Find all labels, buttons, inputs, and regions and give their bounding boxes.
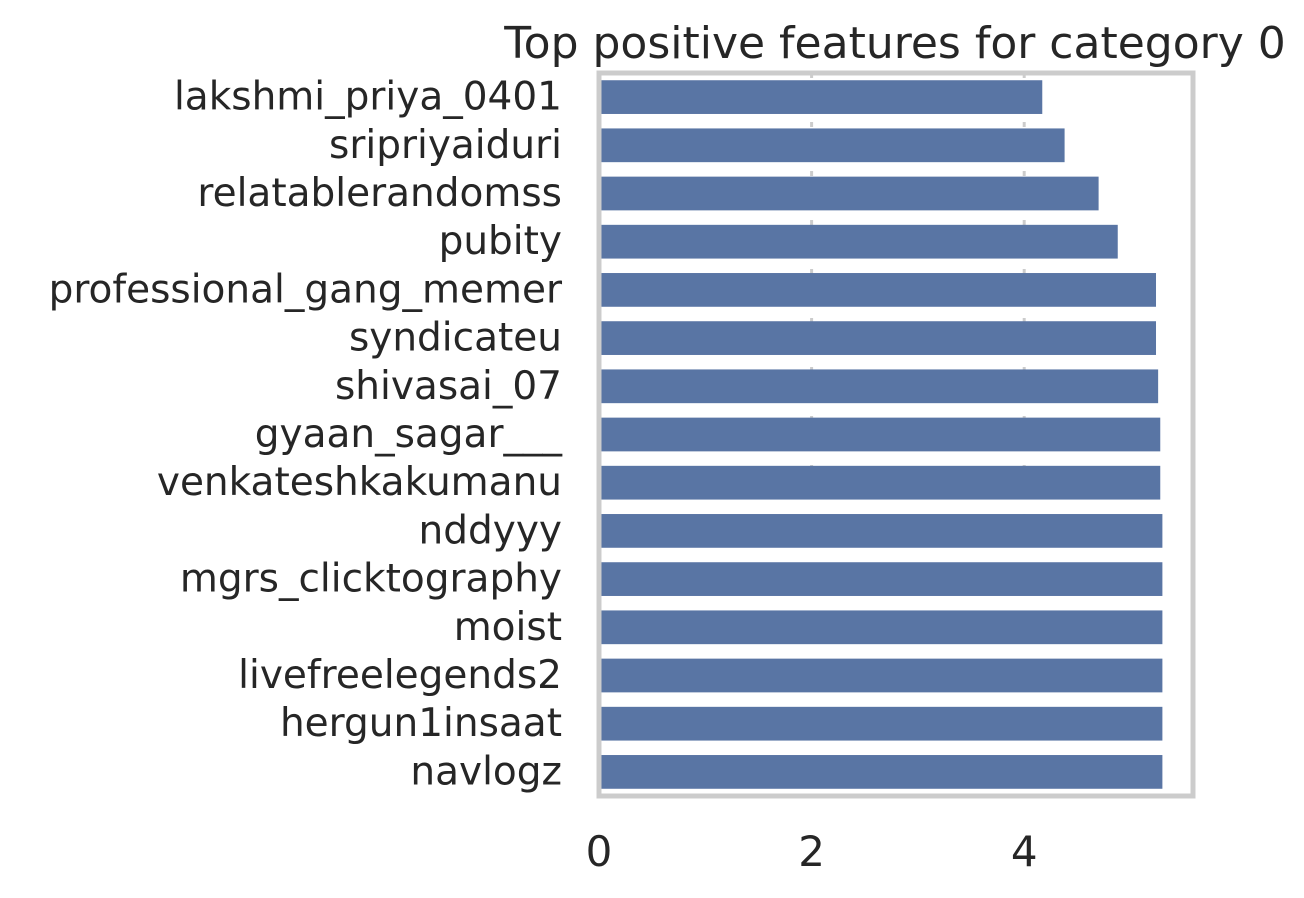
bar-10 bbox=[599, 562, 1163, 596]
y-tick-label-6: shivasai_07 bbox=[335, 364, 562, 409]
y-tick-labels: lakshmi_priya_0401sripriyaidurirelatable… bbox=[49, 75, 563, 795]
x-tick-label-0: 0 bbox=[586, 827, 613, 876]
bar-8 bbox=[599, 465, 1161, 500]
bar-6 bbox=[599, 369, 1159, 404]
y-tick-label-13: hergun1insaat bbox=[280, 701, 562, 746]
y-tick-label-5: syndicateu bbox=[349, 316, 562, 361]
y-tick-label-0: lakshmi_priya_0401 bbox=[174, 75, 562, 120]
y-tick-label-9: nddyyy bbox=[419, 508, 562, 553]
x-tick-label-1: 2 bbox=[798, 827, 825, 876]
y-tick-label-11: moist bbox=[454, 605, 562, 650]
bar-7 bbox=[599, 417, 1161, 452]
y-tick-label-8: venkateshkakumanu bbox=[157, 460, 562, 505]
bars bbox=[599, 80, 1163, 789]
bar-13 bbox=[599, 706, 1163, 741]
y-tick-label-2: relatablerandomss bbox=[197, 171, 562, 216]
bar-2 bbox=[599, 176, 1099, 211]
y-tick-label-3: pubity bbox=[439, 219, 562, 264]
bar-9 bbox=[599, 514, 1163, 548]
bar-4 bbox=[599, 273, 1157, 307]
y-tick-label-7: gyaan_sagar___ bbox=[255, 412, 563, 457]
bar-14 bbox=[599, 755, 1163, 789]
y-tick-label-10: mgrs_clicktography bbox=[180, 557, 562, 602]
bar-0 bbox=[599, 80, 1043, 114]
y-tick-label-4: professional_gang_memer bbox=[49, 267, 563, 312]
plot-frame bbox=[596, 70, 1196, 799]
bar-5 bbox=[599, 321, 1157, 355]
chart-title: Top positive features for category 0 bbox=[503, 18, 1286, 69]
bar-1 bbox=[599, 128, 1065, 163]
bar-11 bbox=[599, 610, 1163, 645]
y-tick-label-14: navlogz bbox=[410, 749, 562, 794]
x-tick-label-2: 4 bbox=[1011, 827, 1038, 876]
y-tick-label-1: sripriyaiduri bbox=[329, 123, 562, 168]
bar-3 bbox=[599, 224, 1118, 259]
y-tick-label-12: livefreelegends2 bbox=[238, 653, 562, 698]
bar-12 bbox=[599, 658, 1163, 693]
x-tick-labels: 0 2 4 bbox=[586, 827, 1038, 876]
